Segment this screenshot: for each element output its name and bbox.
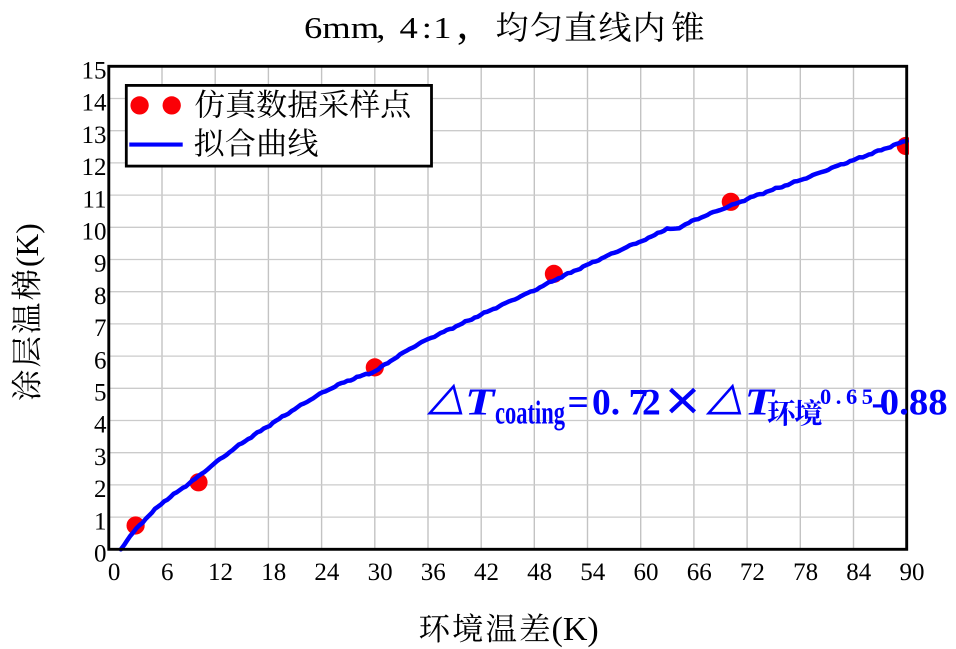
- svg-text:8: 8: [94, 283, 107, 310]
- svg-text:2: 2: [642, 383, 661, 424]
- svg-text:84: 84: [846, 559, 872, 586]
- svg-text:72: 72: [740, 559, 765, 586]
- svg-text:0: 0: [94, 541, 107, 568]
- svg-text:24: 24: [314, 559, 340, 586]
- svg-text:T: T: [745, 381, 777, 423]
- svg-text:48: 48: [527, 559, 552, 586]
- svg-text:=: =: [568, 383, 589, 424]
- svg-text:6mm: 6mm: [304, 12, 379, 46]
- svg-text:1: 1: [433, 12, 451, 46]
- svg-text:10: 10: [82, 219, 107, 246]
- svg-text:66: 66: [687, 559, 712, 586]
- svg-text:78: 78: [793, 559, 818, 586]
- svg-text:,: ,: [457, 0, 468, 48]
- svg-text:12: 12: [82, 154, 107, 181]
- svg-text:3: 3: [94, 444, 107, 471]
- svg-text:coating: coating: [495, 396, 565, 432]
- svg-text:7: 7: [94, 315, 107, 342]
- svg-text:(K): (K): [552, 611, 599, 648]
- svg-text:18: 18: [261, 559, 286, 586]
- svg-text:2: 2: [94, 476, 107, 503]
- svg-text:0.: 0.: [592, 383, 620, 424]
- svg-text:(K): (K): [10, 223, 45, 267]
- svg-text:11: 11: [82, 186, 106, 213]
- svg-text:,: ,: [376, 12, 385, 46]
- svg-text:15: 15: [82, 58, 107, 85]
- svg-text:14: 14: [82, 90, 108, 117]
- svg-text:60: 60: [634, 559, 659, 586]
- svg-text:-: -: [872, 383, 885, 424]
- svg-text:0.65: 0.65: [820, 384, 873, 409]
- svg-text:9: 9: [94, 251, 107, 278]
- svg-text:0: 0: [108, 559, 121, 586]
- svg-text:30: 30: [368, 559, 393, 586]
- svg-text:1: 1: [94, 508, 107, 535]
- svg-text:4: 4: [400, 12, 418, 46]
- svg-text:0.88: 0.88: [880, 383, 948, 424]
- svg-text:42: 42: [474, 559, 499, 586]
- svg-text::: :: [422, 12, 432, 46]
- svg-text:T: T: [465, 381, 497, 423]
- svg-text:36: 36: [421, 559, 446, 586]
- svg-text:12: 12: [208, 559, 233, 586]
- svg-text:54: 54: [580, 559, 606, 586]
- svg-text:5: 5: [94, 380, 107, 407]
- svg-text:4: 4: [94, 412, 107, 439]
- svg-text:90: 90: [900, 559, 925, 586]
- svg-text:6: 6: [161, 559, 174, 586]
- svg-text:13: 13: [82, 122, 107, 149]
- svg-text:7: 7: [629, 383, 648, 424]
- svg-text:6: 6: [94, 347, 107, 374]
